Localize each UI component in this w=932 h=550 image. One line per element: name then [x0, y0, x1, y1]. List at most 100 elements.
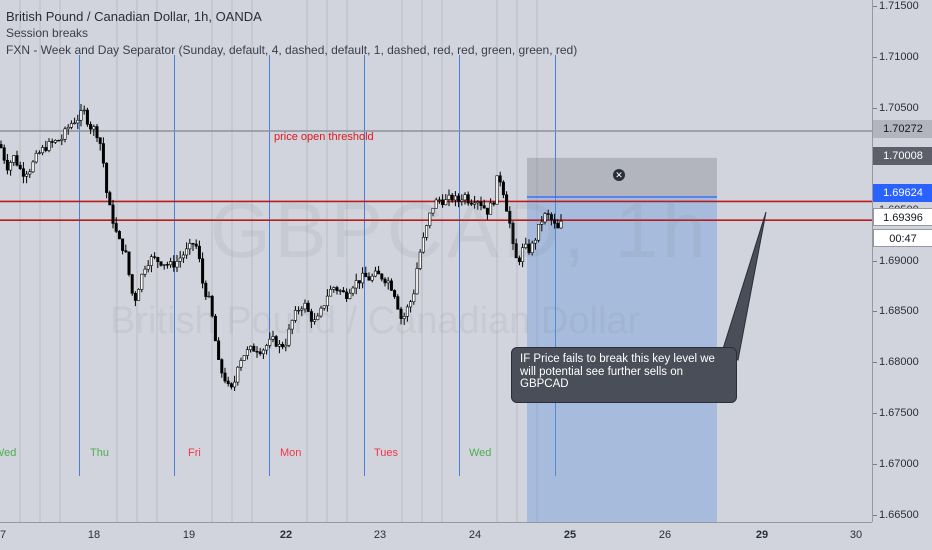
candle-down	[194, 243, 198, 247]
candle-up	[63, 128, 67, 140]
candle-down	[210, 295, 214, 317]
candle-up	[428, 212, 432, 226]
candle-up	[185, 248, 189, 256]
candle-up	[373, 270, 377, 277]
candle-down	[98, 137, 102, 144]
symbol-watermark: GBPCAD, 1h	[210, 186, 710, 274]
price-tick-label: 1.67000	[873, 458, 919, 471]
time-tick-label: 22	[279, 529, 293, 541]
day-label: Mon	[280, 447, 302, 459]
candle-up	[473, 202, 477, 205]
candle-up	[463, 194, 467, 201]
time-tick-label: 23	[373, 529, 387, 541]
price-open-threshold-label[interactable]: price open threshold	[274, 131, 374, 143]
name-watermark: British Pound / Canadian Dollar	[110, 300, 641, 342]
candle-up	[319, 307, 323, 317]
time-tick-label: 25	[563, 529, 577, 541]
candle-up	[261, 349, 265, 355]
candle-up	[322, 305, 326, 309]
candle-up	[175, 261, 179, 268]
candle-down	[498, 175, 502, 183]
candle-down	[399, 308, 403, 319]
candle-up	[300, 308, 304, 311]
candle-up	[284, 344, 288, 348]
time-tick-label: 30	[849, 529, 863, 541]
candle-down	[165, 264, 169, 266]
candle-down	[501, 181, 505, 196]
candle-up	[431, 207, 435, 214]
candle-down	[15, 155, 19, 166]
candle-down	[367, 276, 371, 281]
candle-down	[124, 250, 128, 253]
candle-down	[527, 243, 531, 254]
candle-up	[143, 268, 147, 275]
candle-down	[108, 192, 112, 206]
candle-up	[303, 302, 307, 310]
candle-down	[111, 204, 115, 224]
candle-up	[162, 264, 166, 266]
candle-up	[239, 360, 243, 368]
chart-legend: British Pound / Canadian Dollar, 1h, OAN…	[6, 8, 577, 59]
candle-down	[172, 261, 176, 268]
candle-down	[2, 147, 6, 161]
candle-up	[60, 138, 64, 141]
candle-up	[351, 287, 355, 294]
candle-down	[485, 207, 489, 215]
candle-down	[514, 243, 518, 259]
candle-up	[290, 320, 294, 330]
legend-indicator-session-breaks[interactable]: Session breaks	[6, 26, 89, 40]
candle-up	[386, 280, 390, 284]
candle-down	[197, 245, 201, 260]
candle-down	[21, 168, 25, 177]
candle-up	[434, 199, 438, 209]
candle-up	[28, 171, 32, 175]
candle-up	[338, 290, 342, 292]
price-axis[interactable]: 1.715001.710001.705001.700001.695001.690…	[872, 0, 932, 522]
candle-up	[287, 328, 291, 346]
candle-up	[233, 381, 237, 388]
candle-down	[345, 291, 349, 299]
candle-up	[47, 141, 51, 151]
candle-up	[437, 199, 441, 201]
candle-down	[479, 201, 483, 207]
candle-down	[223, 372, 227, 382]
candle-down	[309, 311, 313, 322]
candle-down	[105, 162, 109, 193]
candle-down	[364, 272, 368, 278]
candle-down	[335, 287, 339, 292]
legend-indicator-separator[interactable]: FXN - Week and Day Separator (Sunday, de…	[6, 43, 578, 57]
candle-down	[0, 144, 3, 149]
time-axis[interactable]: 7 18 19 22 23 24 25 26 29 30	[0, 522, 872, 550]
candle-up	[415, 268, 419, 295]
candle-up	[137, 289, 141, 301]
candle-down	[85, 109, 89, 125]
candle-down	[377, 270, 381, 275]
candle-up	[265, 345, 269, 351]
day-label: Thu	[90, 447, 109, 459]
price-level-badge: 1.69396	[873, 208, 932, 226]
time-tick-label: 26	[658, 529, 672, 541]
candle-down	[220, 359, 224, 374]
candle-down	[44, 147, 48, 151]
price-tick-label: 1.71000	[873, 50, 919, 63]
day-label: Tues	[374, 447, 399, 459]
candle-up	[409, 301, 413, 308]
candle-down	[159, 261, 163, 266]
legend-symbol-title[interactable]: British Pound / Canadian Dollar, 1h, OAN…	[6, 9, 262, 24]
callout-note[interactable]: IF Price fails to break this key level w…	[511, 347, 737, 403]
close-icon[interactable]: ✕	[613, 169, 625, 181]
candle-down	[89, 124, 93, 130]
candle-down	[213, 315, 217, 342]
candle-up	[348, 292, 352, 299]
candle-down	[281, 343, 285, 348]
candle-up	[73, 122, 77, 125]
candle-up	[82, 109, 86, 112]
candle-down	[255, 351, 259, 353]
candle-up	[354, 280, 358, 289]
candle-down	[466, 194, 470, 204]
candle-up	[271, 336, 275, 340]
candle-down	[517, 257, 521, 262]
price-tick-label: 1.67500	[873, 407, 919, 420]
candle-up	[460, 199, 464, 202]
